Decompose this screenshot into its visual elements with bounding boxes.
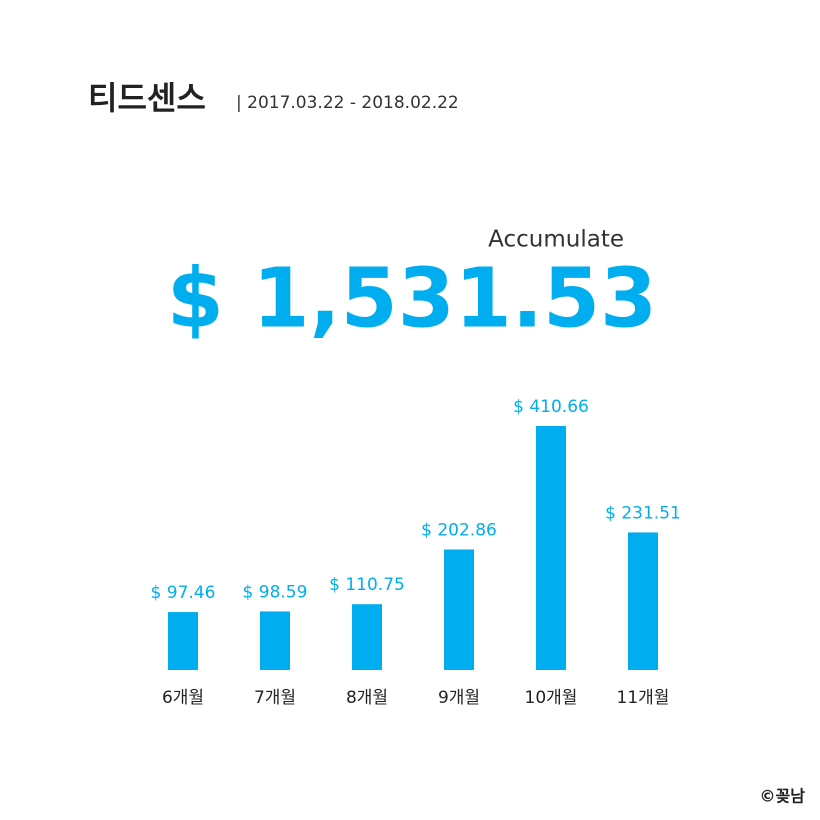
value-label: $ 110.75 xyxy=(329,575,405,595)
subtitle: | 2017.03.22 - 2018.02.22 xyxy=(236,93,459,113)
value-label: $ 97.46 xyxy=(151,583,216,603)
total-value: $ 1,531.53 xyxy=(167,251,657,346)
bar xyxy=(352,604,382,670)
bar xyxy=(260,611,290,670)
bar xyxy=(168,612,198,670)
title: 티드센스 xyxy=(88,79,206,117)
bar xyxy=(444,549,474,670)
value-label: $ 98.59 xyxy=(243,582,308,602)
category-label: 11개월 xyxy=(617,688,670,708)
value-label: $ 231.51 xyxy=(605,503,681,523)
value-label: $ 202.86 xyxy=(421,520,497,540)
total-caption: Accumulate xyxy=(488,227,624,253)
bar xyxy=(628,532,658,670)
category-label: 6개월 xyxy=(162,688,204,708)
category-label: 9개월 xyxy=(438,688,480,708)
value-label: $ 410.66 xyxy=(513,397,589,417)
category-label: 10개월 xyxy=(525,688,578,708)
category-label: 8개월 xyxy=(346,688,388,708)
credit: ©꽂남 xyxy=(760,787,806,806)
bar xyxy=(536,426,566,670)
category-label: 7개월 xyxy=(254,688,296,708)
